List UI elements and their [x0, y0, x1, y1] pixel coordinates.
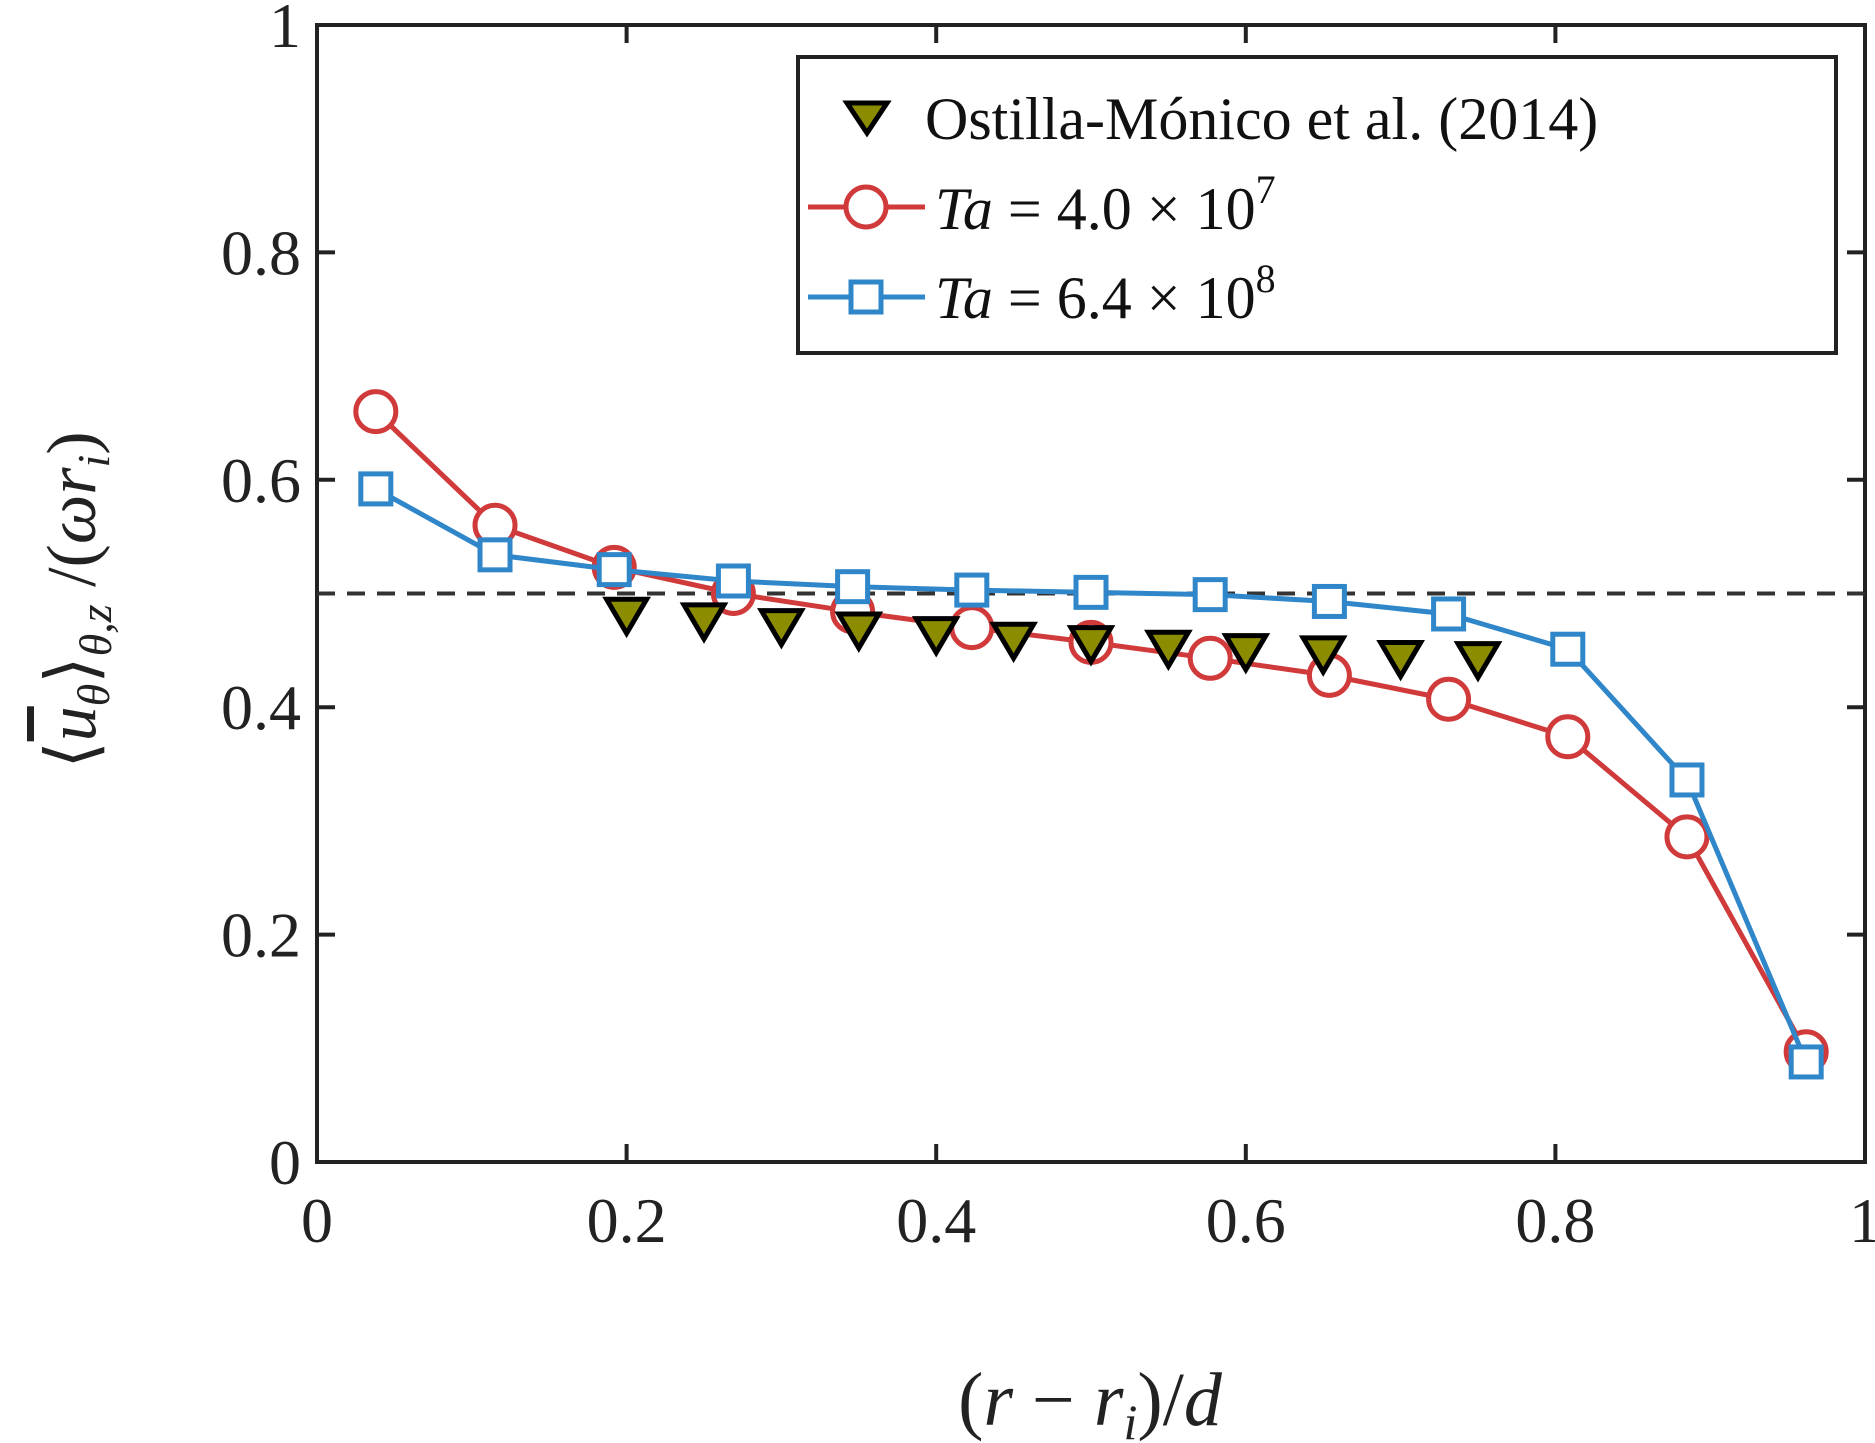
data-point-circle: [1426, 676, 1472, 722]
data-point-square: [596, 552, 632, 588]
data-point-triangle: [757, 608, 806, 650]
y-axis-ticks: 0 0.2 0.4 0.6 0.8 1: [221, 0, 1865, 1198]
data-point-square: [1431, 596, 1467, 632]
data-point-triangle: [1376, 639, 1425, 682]
data-point-triangle: [1221, 633, 1271, 675]
x-tick-label: 0.6: [1206, 1185, 1286, 1256]
data-point-square: [1669, 762, 1705, 798]
data-point-triangle: [989, 621, 1038, 664]
x-axis-ticks: 0 0.2 0.4 0.6 0.8 1: [301, 25, 1875, 1256]
y-tick-label: 0.8: [221, 217, 301, 288]
data-point-circle: [1664, 814, 1710, 860]
data-point-circle: [949, 605, 995, 651]
data-point-triangle: [602, 596, 651, 639]
x-tick-label: 0.8: [1515, 1185, 1595, 1256]
data-point-triangle: [1066, 625, 1116, 667]
data-point-triangle: [1453, 641, 1503, 683]
data-point-square: [1311, 583, 1347, 619]
data-point-square: [1550, 631, 1586, 667]
data-point-square: [715, 563, 751, 599]
legend-marker-triangle: [842, 100, 892, 138]
series-layer: [353, 389, 1829, 1080]
data-point-square: [1788, 1044, 1824, 1080]
data-point-square: [835, 569, 871, 605]
data-point-square: [1192, 577, 1228, 613]
data-point-circle: [1545, 714, 1591, 760]
legend-marker-circle: [843, 184, 889, 230]
legend-marker-square: [848, 279, 884, 315]
x-tick-label: 0: [301, 1185, 333, 1256]
x-tick-label: 0.4: [896, 1185, 976, 1256]
data-point-square: [954, 572, 990, 608]
y-tick-label: 0.4: [221, 672, 301, 743]
data-point-triangle: [1298, 635, 1348, 677]
x-axis-label: (r − ri)/d: [958, 1358, 1223, 1443]
legend: Ostilla-Mónico et al. (2014) Ta = 4.0 × …: [796, 55, 1838, 355]
data-point-square: [1073, 574, 1109, 610]
data-point-square: [358, 471, 394, 507]
legend-label-ta-4: Ta = 4.0 × 107: [935, 167, 1276, 242]
x-tick-label: 0.2: [587, 1185, 667, 1256]
legend-box: [796, 55, 1838, 355]
series-0: [602, 596, 1503, 683]
series-2: [358, 471, 1824, 1080]
y-tick-label: 0.6: [221, 445, 301, 516]
y-axis-label: ⟨uθ⟩θ,z /(ωri): [34, 431, 121, 768]
data-point-circle: [1187, 635, 1233, 681]
data-point-triangle: [679, 602, 729, 644]
legend-label-ostilla: Ostilla-Mónico et al. (2014): [925, 86, 1598, 152]
y-tick-label: 0: [269, 1127, 301, 1198]
data-point-square: [477, 537, 513, 573]
legend-label-ta-6: Ta = 6.4 × 108: [935, 256, 1276, 331]
data-point-triangle: [911, 616, 961, 658]
data-point-circle: [353, 389, 399, 435]
y-tick-label: 0.2: [221, 900, 301, 971]
data-point-triangle: [834, 611, 884, 653]
y-tick-label: 1: [269, 0, 301, 61]
x-tick-label: 1: [1849, 1185, 1875, 1256]
data-point-triangle: [1144, 629, 1193, 672]
